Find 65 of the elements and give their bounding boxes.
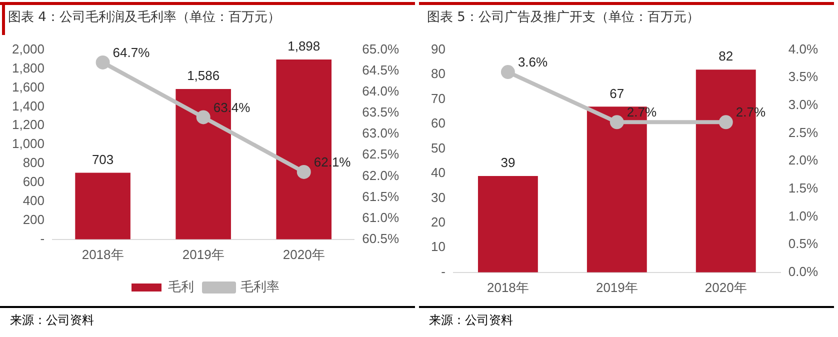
y2-tick-label: 4.0% bbox=[788, 41, 818, 56]
y2-tick-label: 62.0% bbox=[362, 168, 400, 183]
y2-tick-label: 1.5% bbox=[788, 180, 818, 196]
y-tick-label: 50 bbox=[430, 140, 446, 156]
y-tick-label: 20 bbox=[430, 214, 446, 230]
data-label: 82 bbox=[718, 48, 734, 64]
y-tick-label: 30 bbox=[430, 190, 446, 205]
y-tick-label: 600 bbox=[22, 174, 45, 190]
y2-tick-label: 64.5% bbox=[362, 62, 400, 78]
y-tick-label: 1,200 bbox=[12, 117, 45, 132]
y-tick-label: 800 bbox=[22, 155, 45, 170]
y-tick-label: 400 bbox=[22, 193, 45, 208]
y2-tick-label: 3.5% bbox=[788, 69, 818, 84]
y2-tick-label: 61.5% bbox=[362, 188, 400, 204]
y-tick-label: 60 bbox=[430, 116, 446, 131]
data-label: 1,898 bbox=[288, 38, 320, 54]
y-tick-label: 1,000 bbox=[12, 136, 45, 152]
y2-tick-label: 60.5% bbox=[362, 230, 400, 246]
y2-tick-label: 0.5% bbox=[788, 236, 818, 252]
y2-tick-label: 63.0% bbox=[362, 126, 400, 141]
source-note: 来源：公司资料 bbox=[10, 312, 94, 329]
y2-tick-label: 0.0% bbox=[788, 264, 818, 279]
y-tick-label: 1,800 bbox=[12, 60, 45, 76]
y-tick-label: - bbox=[40, 230, 45, 246]
data-label: 67 bbox=[610, 86, 624, 101]
x-tick-label: 2018年 bbox=[486, 280, 529, 295]
y2-tick-label: 1.0% bbox=[788, 208, 818, 224]
y2-tick-label: 2.0% bbox=[788, 152, 818, 168]
y-tick-label: 1,400 bbox=[12, 98, 45, 114]
x-tick-label: 2019年 bbox=[596, 280, 638, 295]
y2-tick-label: 63.5% bbox=[362, 104, 400, 120]
legend-label: 毛利率 bbox=[240, 279, 280, 294]
y-tick-label: 70 bbox=[430, 90, 446, 106]
point bbox=[296, 164, 311, 179]
y2-tick-label: 64.0% bbox=[362, 84, 400, 99]
y2-tick-label: 3.0% bbox=[788, 97, 818, 112]
point bbox=[96, 55, 110, 70]
y2-tick-label: 61.0% bbox=[362, 210, 400, 225]
bar bbox=[75, 172, 130, 240]
y-tick-label: 200 bbox=[22, 212, 45, 228]
y-tick-label: 40 bbox=[430, 165, 446, 180]
y2-tick-label: 2.5% bbox=[788, 124, 818, 140]
x-tick-label: 2019年 bbox=[182, 246, 224, 262]
x-tick-label: 2018年 bbox=[82, 246, 124, 262]
point bbox=[196, 110, 210, 124]
y2-tick-label: 62.5% bbox=[362, 146, 400, 162]
y-tick-label: 80 bbox=[430, 66, 446, 82]
y-tick-label: 2,000 bbox=[12, 41, 45, 56]
chart-title: 图表 4：公司毛利润及毛利率（单位：百万元） bbox=[8, 9, 280, 26]
source-note: 来源：公司资料 bbox=[429, 312, 513, 329]
data-label: 64.7% bbox=[112, 45, 150, 60]
chart-title: 图表 5：公司广告及推广开支（单位：百万元） bbox=[427, 9, 700, 26]
y-tick-label: 10 bbox=[430, 239, 446, 254]
y-tick-label: 1,600 bbox=[12, 79, 45, 94]
legend-label: 毛利 bbox=[168, 279, 194, 294]
bar bbox=[478, 176, 538, 272]
data-label: 1,586 bbox=[187, 68, 220, 84]
x-tick-label: 2020年 bbox=[704, 280, 747, 295]
data-label: 3.6% bbox=[518, 54, 548, 70]
y-tick-label: 90 bbox=[430, 41, 446, 56]
y-tick-label: - bbox=[441, 264, 446, 279]
data-label: 703 bbox=[92, 152, 114, 167]
data-label: 39 bbox=[500, 155, 516, 170]
y2-tick-label: 65.0% bbox=[362, 41, 400, 56]
x-tick-label: 2020年 bbox=[282, 246, 325, 262]
